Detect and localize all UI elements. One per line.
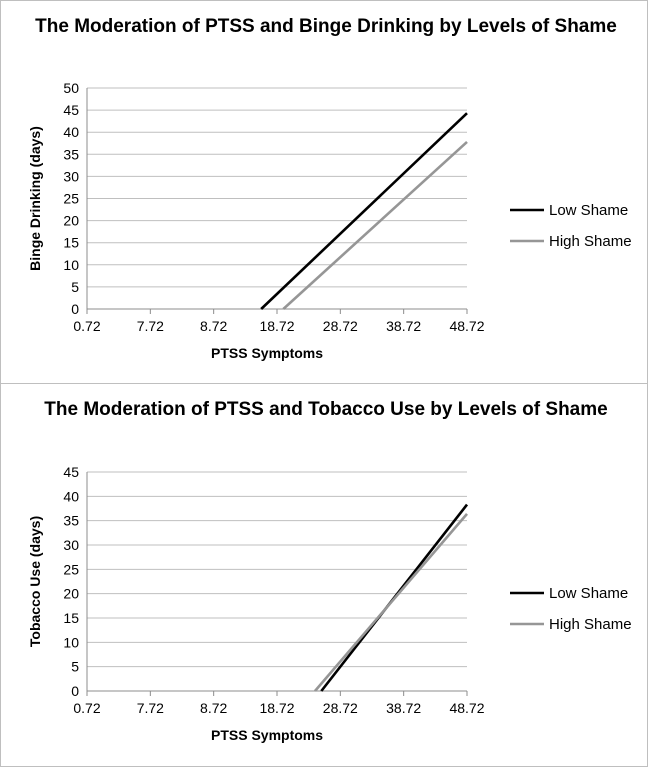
x-tick-label: 38.72 <box>386 318 421 334</box>
x-tick-label: 7.72 <box>137 700 164 716</box>
y-tick-label: 40 <box>63 488 79 504</box>
x-axis-label: PTSS Symptoms <box>211 727 323 743</box>
x-axis-label: PTSS Symptoms <box>211 345 323 361</box>
y-tick-label: 20 <box>63 213 79 229</box>
y-tick-label: 0 <box>71 301 79 317</box>
y-tick-label: 35 <box>63 513 79 529</box>
legend-label: High Shame <box>549 233 632 250</box>
y-tick-label: 0 <box>71 683 79 699</box>
y-tick-label: 25 <box>63 191 79 207</box>
y-tick-label: 10 <box>63 257 79 273</box>
x-tick-label: 0.72 <box>73 700 100 716</box>
y-tick-label: 5 <box>71 659 79 675</box>
chart-panel-binge: The Moderation of PTSS and Binge Drinkin… <box>0 0 648 384</box>
x-tick-label: 8.72 <box>200 700 227 716</box>
y-axis-label: Tobacco Use (days) <box>27 516 43 647</box>
legend-label: High Shame <box>549 616 632 633</box>
chart-title: The Moderation of PTSS and Tobacco Use b… <box>44 399 608 420</box>
legend-label: Low Shame <box>549 202 628 219</box>
x-tick-label: 28.72 <box>323 318 358 334</box>
series-line-high-shame <box>282 140 468 310</box>
chart-tobacco-use: 0 5 10 15 20 25 30 35 40 45 0.72 7.72 8.72 18.72 28.72… <box>27 464 632 743</box>
x-tick-label: 38.72 <box>386 700 421 716</box>
y-tick-label: 25 <box>63 561 79 577</box>
y-axis-label: Binge Drinking (days) <box>27 126 43 271</box>
x-tick-label: 18.72 <box>259 700 294 716</box>
x-tick-label: 18.72 <box>259 318 294 334</box>
legend-label: Low Shame <box>549 585 628 602</box>
chart-title: The Moderation of PTSS and Binge Drinkin… <box>35 16 617 37</box>
y-tick-label: 10 <box>63 634 79 650</box>
series-line-high-shame <box>314 513 468 692</box>
chart-binge-drinking: 0 5 10 15 20 25 30 35 40 45 50 0.72 7.72 8.72 18.72 28.… <box>27 80 632 361</box>
y-tick-label: 40 <box>63 124 79 140</box>
y-tick-label: 30 <box>63 168 79 184</box>
x-tick-label: 48.72 <box>449 318 484 334</box>
x-tick-label: 7.72 <box>137 318 164 334</box>
y-tick-label: 15 <box>63 235 79 251</box>
y-tick-label: 20 <box>63 586 79 602</box>
x-tick-label: 0.72 <box>73 318 100 334</box>
series-line-low-shame <box>260 112 468 310</box>
x-tick-label: 28.72 <box>323 700 358 716</box>
x-tick-label: 8.72 <box>200 318 227 334</box>
x-tick-label: 48.72 <box>449 700 484 716</box>
y-tick-label: 45 <box>63 464 79 480</box>
y-tick-label: 45 <box>63 102 79 118</box>
y-tick-label: 50 <box>63 80 79 96</box>
y-tick-label: 30 <box>63 537 79 553</box>
y-tick-label: 15 <box>63 610 79 626</box>
chart-panel-tobacco: The Moderation of PTSS and Tobacco Use b… <box>0 383 648 767</box>
y-tick-label: 35 <box>63 146 79 162</box>
y-tick-label: 5 <box>71 279 79 295</box>
